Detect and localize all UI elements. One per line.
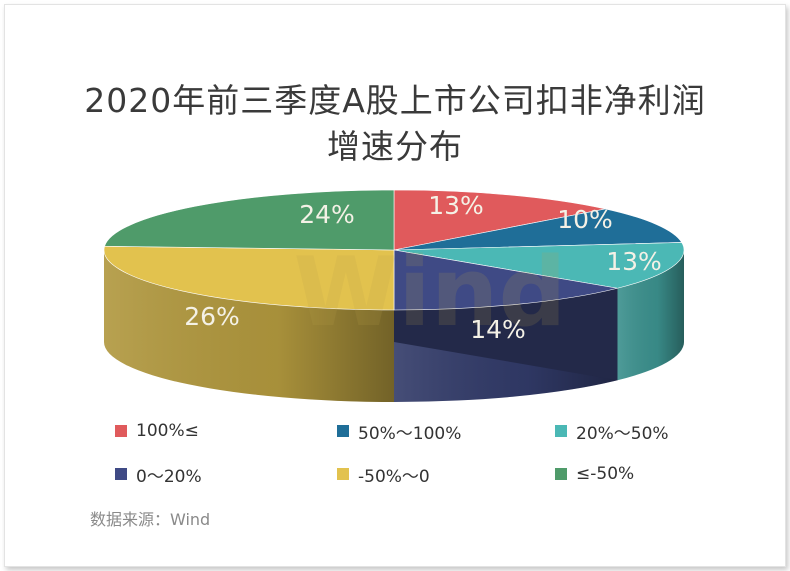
legend-swatch-2	[555, 425, 567, 437]
legend-label-1: 50%～100%	[358, 423, 462, 444]
pie-slice-5	[104, 189, 395, 251]
watermark: Wind	[294, 238, 567, 348]
pie-slice-0	[393, 189, 606, 251]
legend-item-3: 0～20%	[115, 463, 202, 487]
pie-slice-3	[393, 249, 618, 311]
legend-item-4: -50%～0	[337, 463, 430, 487]
data-label-4: 26%	[184, 302, 240, 331]
legend-item-0: 100%≤	[115, 420, 199, 442]
legend-label-3: 0～20%	[136, 466, 202, 487]
legend-item-2: 20%～50%	[555, 420, 669, 444]
legend-item-5: ≤-50%	[555, 463, 634, 485]
pie-slice-1	[393, 208, 683, 251]
data-label-0: 13%	[428, 191, 484, 220]
data-label-3: 14%	[470, 315, 526, 344]
chart-title-line-1: 2020年前三季度A股上市公司扣非净利润	[84, 81, 706, 120]
pie-slice-4	[103, 245, 395, 311]
legend-item-1: 50%～100%	[337, 420, 462, 444]
data-label-5: 24%	[299, 200, 355, 229]
chart-title: 2020年前三季度A股上市公司扣非净利润 增速分布	[0, 78, 790, 170]
data-label-2: 13%	[606, 247, 662, 276]
legend-swatch-5	[555, 468, 567, 480]
legend-swatch-4	[337, 468, 349, 480]
legend-swatch-3	[115, 468, 127, 480]
chart-title-line-2: 增速分布	[327, 127, 463, 166]
legend-label-5: ≤-50%	[576, 464, 635, 484]
pie-sides	[104, 250, 684, 402]
legend-label-2: 20%～50%	[576, 423, 669, 444]
legend-swatch-0	[115, 425, 127, 437]
pie-slice-2	[393, 242, 685, 289]
data-label-1: 10%	[557, 205, 613, 234]
legend-label-4: -50%～0	[358, 466, 430, 487]
legend-label-0: 100%≤	[136, 421, 199, 441]
legend-swatch-1	[337, 425, 349, 437]
source-note: 数据来源：Wind	[90, 510, 211, 529]
pie-side-shade-4	[104, 250, 394, 402]
pie-tops	[103, 189, 685, 311]
pie-side-shade-2	[617, 250, 684, 381]
pie-labels: 13% 10% 13% 14% 26% 24%	[184, 191, 662, 344]
